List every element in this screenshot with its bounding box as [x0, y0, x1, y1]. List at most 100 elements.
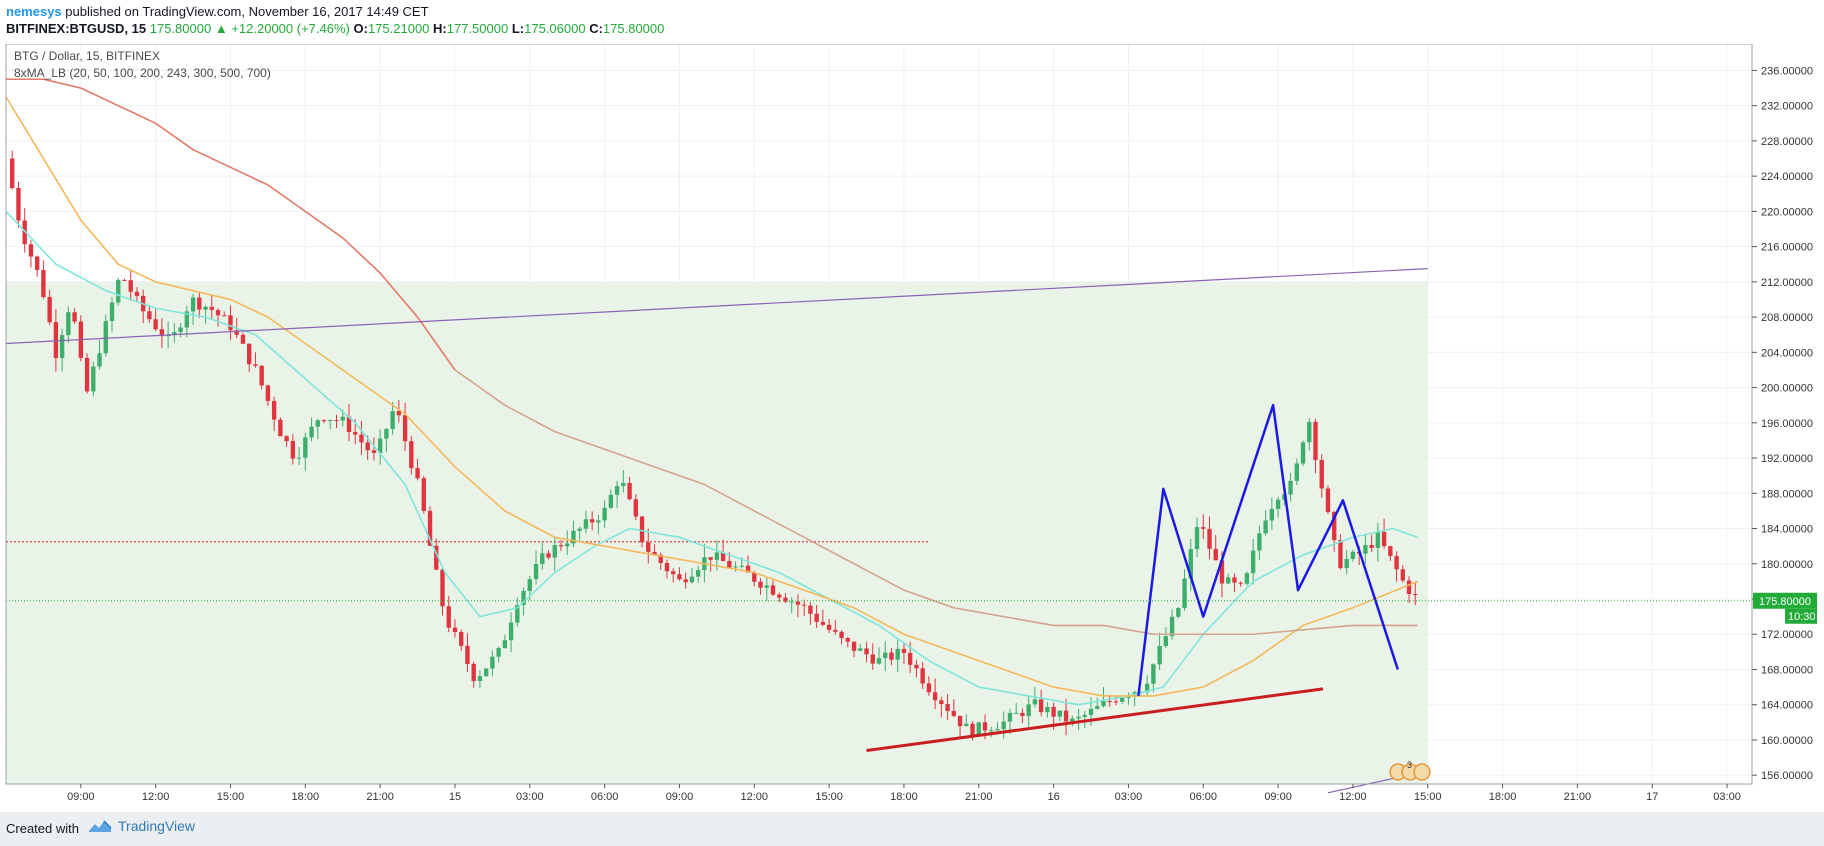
candle [820, 609, 826, 627]
candle-body [795, 601, 801, 605]
y-tick-label: 224.00000 [1761, 171, 1813, 183]
candle-body [1257, 533, 1262, 551]
zigzag-pattern-line[interactable] [1137, 403, 1400, 697]
candle [1182, 569, 1187, 611]
channel-upper-line[interactable] [5, 268, 1428, 345]
candle [577, 526, 582, 541]
candle [271, 396, 277, 431]
price-axis[interactable]: 156.00000 160.00000 164.00000 168.00000 172.… [1752, 65, 1813, 782]
candle [365, 435, 370, 461]
y-tick-label: 236.00000 [1761, 65, 1813, 77]
candle-body [97, 353, 102, 367]
candle-body [870, 654, 875, 664]
candle [989, 726, 994, 738]
candle [109, 296, 115, 332]
ma-salmon-line [6, 78, 456, 371]
candle-body [247, 343, 252, 365]
candle [583, 510, 589, 534]
candle [1400, 565, 1405, 583]
candle [1263, 510, 1268, 536]
candle-body [695, 570, 701, 577]
candle-body [720, 552, 726, 561]
candle [1250, 539, 1256, 585]
candle [621, 469, 626, 493]
candle [334, 414, 339, 429]
candle-body [646, 542, 651, 552]
time-axis[interactable]: 09:00 12:00 15:00 18:00 21:00 15 03:00 06:00 09:… [67, 784, 1741, 803]
candle [259, 365, 264, 390]
candle [215, 308, 221, 327]
candle [1176, 607, 1181, 619]
price-chart[interactable]: BTG / Dollar, 15, BITFINEX 8xMA_LB (20, … [0, 44, 1824, 812]
candle-body [521, 590, 526, 605]
candle [222, 311, 227, 317]
open-label: O: [353, 21, 368, 36]
candle [589, 511, 595, 531]
candle [10, 150, 15, 190]
indicator-label[interactable]: 8xMA_LB (20, 50, 100, 200, 243, 300, 500… [14, 66, 271, 80]
author-link[interactable]: nemesys [6, 4, 62, 19]
candle [540, 541, 545, 570]
candle-body [41, 269, 46, 297]
candle-body [964, 723, 969, 727]
candle-body [234, 330, 239, 335]
candle-body [253, 364, 258, 366]
candle-body [608, 494, 614, 508]
candle-body [1051, 707, 1056, 717]
candle [1095, 697, 1100, 710]
candle [689, 567, 695, 584]
candle-body [390, 411, 395, 430]
candle [153, 308, 158, 332]
support-trendline[interactable] [866, 687, 1324, 753]
candle-body [1188, 549, 1193, 579]
candle-body [59, 335, 65, 359]
tradingview-brand[interactable]: TradingView [88, 818, 195, 834]
candle-body [1338, 540, 1343, 569]
candle [745, 555, 751, 573]
candle-body [883, 652, 888, 659]
candle-body [477, 676, 483, 681]
candle-body [552, 545, 557, 558]
y-tick-label: 196.00000 [1761, 418, 1813, 430]
candle [901, 643, 907, 665]
candle [889, 648, 894, 666]
candle [695, 565, 701, 583]
candle [1213, 534, 1218, 561]
candle-body [596, 520, 601, 523]
event-flag-icon[interactable] [1413, 763, 1431, 781]
candle [477, 670, 483, 689]
chart-header: nemesys published on TradingView.com, No… [0, 0, 1824, 42]
candle [777, 592, 782, 603]
candle-body [209, 306, 214, 310]
candle-body [989, 730, 994, 732]
candle-body [66, 312, 71, 336]
candle [47, 290, 52, 325]
price-change: +12.20000 (+7.46%) [231, 21, 350, 36]
candle-body [109, 302, 115, 322]
candle-body [1388, 546, 1393, 557]
candle-body [91, 366, 96, 392]
candle [78, 315, 84, 362]
candle-body [733, 566, 738, 568]
candle-body [764, 585, 769, 588]
candle [1144, 675, 1150, 697]
candle [758, 578, 763, 595]
candle [483, 668, 489, 678]
y-tick-label: 164.00000 [1761, 700, 1813, 712]
candle-body [864, 648, 869, 655]
candle [72, 308, 77, 324]
candle [377, 429, 383, 465]
candle-body [614, 486, 620, 495]
candle-body [415, 468, 420, 479]
candle-body [1219, 560, 1225, 584]
last-price: 175.80000 [149, 21, 212, 36]
x-tick-label: 21:00 [1564, 791, 1592, 803]
y-tick-label: 156.00000 [1761, 770, 1813, 782]
candle [951, 699, 957, 718]
event-markers[interactable]: 3 [1389, 760, 1431, 781]
candle-body [1275, 499, 1281, 509]
candle [627, 476, 632, 501]
y-tick-label: 184.00000 [1761, 524, 1813, 536]
candle [184, 305, 190, 338]
candle [390, 401, 395, 435]
